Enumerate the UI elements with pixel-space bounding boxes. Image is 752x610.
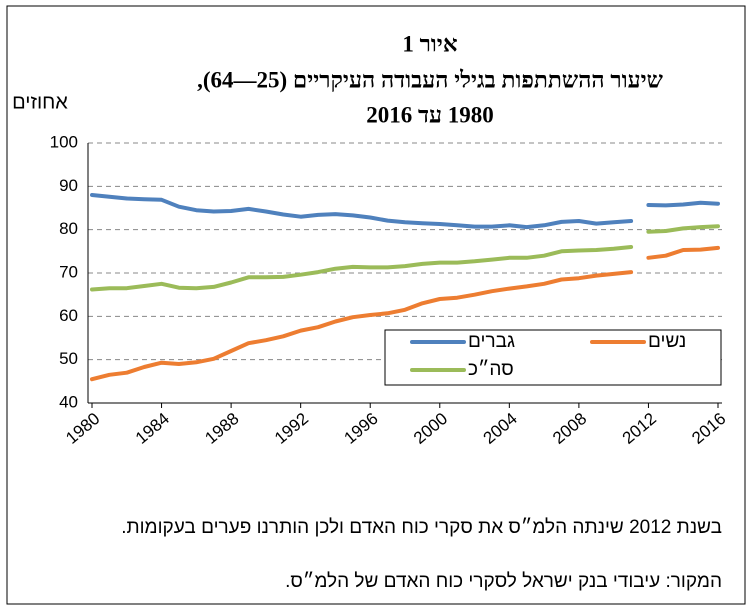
x-tick-label: 2000: [410, 409, 451, 448]
y-tick-label: 60: [59, 306, 78, 325]
chart-subtitle: 1980 עד 2016: [366, 102, 494, 127]
x-tick-label: 1980: [62, 409, 103, 448]
legend-label: סה״כ: [468, 359, 514, 380]
chart-subtitle: שיעור ההשתתפות בגילי העבודה העיקריים (25…: [197, 67, 664, 92]
source: המקור: עיבודי בנק ישראל לסקרי כוח האדם ש…: [285, 571, 722, 592]
x-tick-label: 2004: [480, 409, 521, 448]
y-tick-label: 70: [59, 262, 78, 281]
y-tick-label: 40: [59, 392, 78, 411]
series-line: [90, 245, 720, 382]
x-tick-label: 1984: [132, 409, 173, 448]
y-tick-label: 50: [59, 349, 78, 368]
legend-box: [384, 329, 722, 386]
x-tick-label: 1996: [340, 409, 381, 448]
frame: [6, 5, 746, 605]
y-tick-label: 80: [59, 219, 78, 238]
y-tick-label: 90: [59, 176, 78, 195]
x-tick-label: 2016: [688, 409, 729, 448]
series-line: [90, 193, 720, 230]
series-line: [90, 224, 720, 292]
x-tick-label: 1988: [201, 409, 242, 448]
x-tick-label: 2012: [619, 409, 660, 448]
x-tick-label: 2008: [549, 409, 590, 448]
x-tick-label: 1992: [271, 409, 312, 448]
chart-title: איור 1: [402, 31, 457, 56]
y-axis-label: אחוזים: [12, 91, 68, 113]
legend-label: נשים: [648, 331, 686, 352]
note: בשנת 2012 שינתה הלמ״ס את סקרי כוח האדם ו…: [121, 517, 722, 538]
legend-label: גברים: [468, 331, 515, 352]
y-tick-label: 100: [50, 132, 78, 151]
